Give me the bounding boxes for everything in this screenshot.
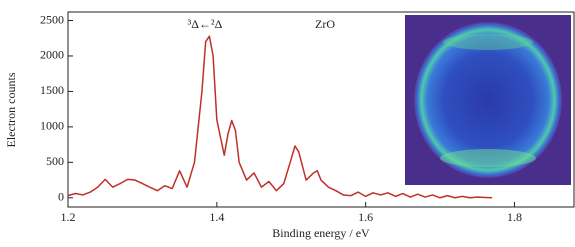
x-tick-label: 1.4 bbox=[209, 210, 224, 224]
annotation: ZrO bbox=[315, 17, 335, 31]
x-tick-label: 1.2 bbox=[61, 210, 76, 224]
y-tick-label: 2500 bbox=[40, 12, 64, 26]
y-tick-label: 2000 bbox=[40, 48, 64, 62]
inset-image bbox=[405, 15, 571, 185]
y-tick-label: 0 bbox=[58, 190, 64, 204]
chart: ³Δ←²Δ ZrO Binding energy / eV Electron c… bbox=[0, 0, 575, 242]
annotation: ³Δ←²Δ bbox=[188, 17, 223, 31]
y-tick-label: 1000 bbox=[40, 119, 64, 133]
y-tick-label: 1500 bbox=[40, 83, 64, 97]
x-tick-label: 1.6 bbox=[358, 210, 373, 224]
y-axis-label: Electron counts bbox=[4, 72, 18, 147]
inset-band bbox=[440, 149, 536, 167]
y-tick-label: 500 bbox=[46, 154, 64, 168]
x-tick-label: 1.8 bbox=[507, 210, 522, 224]
inset-band bbox=[443, 34, 533, 50]
x-axis-label: Binding energy / eV bbox=[272, 226, 370, 240]
